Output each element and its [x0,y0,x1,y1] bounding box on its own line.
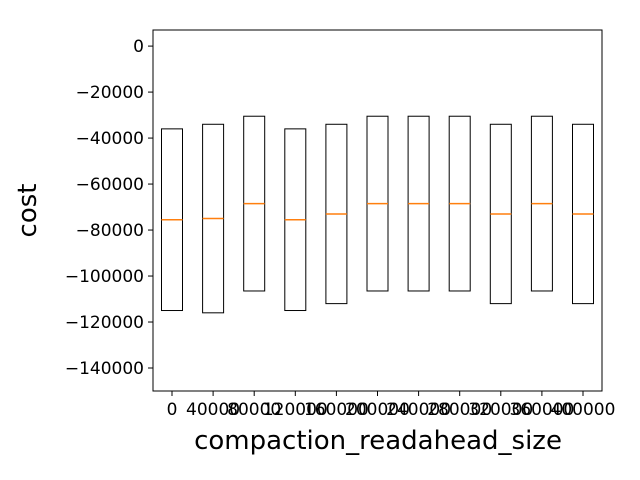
y-tick-label: −20000 [76,83,144,103]
y-tick-label: −120000 [65,313,144,333]
x-tick-label: 160000 [304,400,369,420]
x-tick-label: 120000 [263,400,328,420]
x-tick-label: 400000 [551,400,616,420]
y-tick-label: −100000 [65,267,144,287]
x-tick-label: 280000 [427,400,492,420]
x-tick-label: 320000 [468,400,533,420]
x-tick-label: 360000 [509,400,574,420]
y-tick-label: −60000 [76,175,144,195]
y-tick-label: 0 [133,37,144,57]
x-tick-label: 40000 [186,400,240,420]
y-tick-label: −40000 [76,129,144,149]
x-axis-title: compaction_readahead_size [194,426,562,456]
x-tick-label: 200000 [345,400,410,420]
y-axis-ticks: 0 −20000 −40000 −60000 −80000 −100000 −120000 −… [65,37,153,379]
y-axis-title: cost [13,184,43,238]
x-tick-label: 80000 [227,400,281,420]
y-tick-label: −140000 [65,359,144,379]
y-tick-label: −80000 [76,221,144,241]
plot-area-frame [152,29,603,392]
x-axis-ticks: 0 400008000012000016000020000024000028000… [167,391,616,420]
x-tick-label: 240000 [386,400,451,420]
x-tick-label: 0 [167,400,178,420]
box-series [161,115,594,314]
